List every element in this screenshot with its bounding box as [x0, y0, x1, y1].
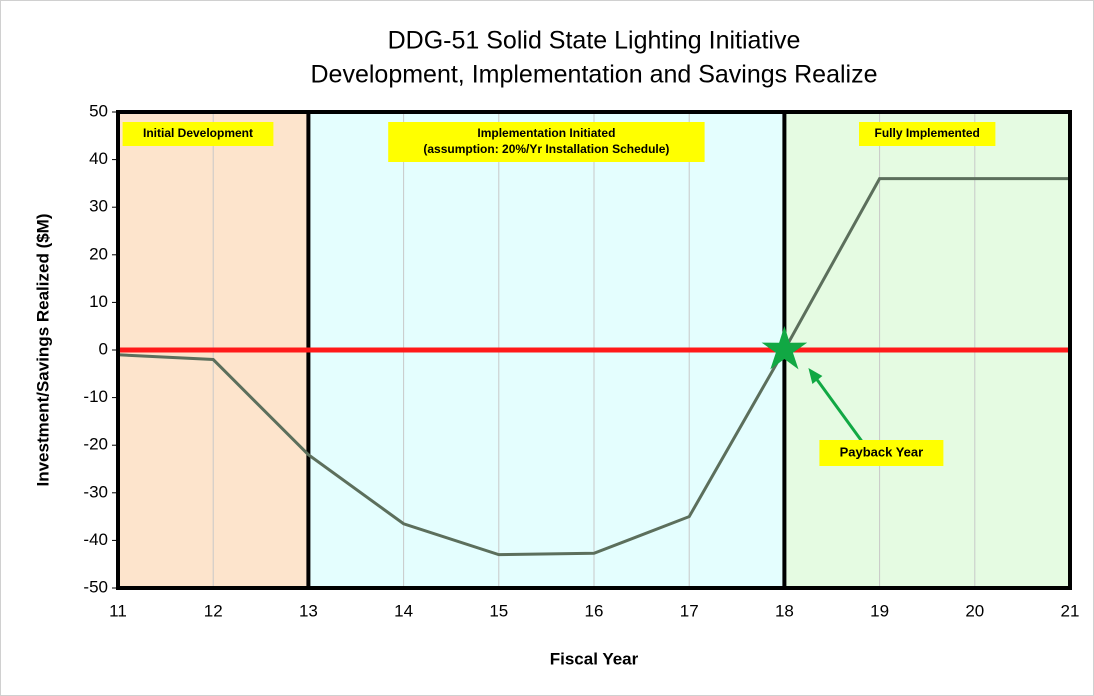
y-tick-label: -40 [83, 530, 108, 549]
x-tick-label: 18 [775, 601, 794, 620]
x-tick-label: 14 [394, 601, 413, 620]
x-tick-label: 12 [204, 601, 223, 620]
y-tick-label: 30 [89, 197, 108, 216]
y-tick-label: 20 [89, 244, 108, 263]
region-label-text: Implementation Initiated [477, 126, 615, 140]
region-label: Fully Implemented [859, 122, 996, 146]
x-tick-label: 19 [870, 601, 889, 620]
annotation-text: Payback Year [840, 444, 924, 459]
data-line [117, 177, 1070, 557]
region-label: Implementation Initiated (assumption: 20%… [388, 122, 705, 162]
x-tick-label: 21 [1061, 601, 1080, 620]
arrow-head [808, 368, 823, 384]
chart-title: DDG-51 Solid State Lighting Initiative [388, 27, 801, 55]
label-box [388, 122, 705, 162]
y-tick-label: 50 [89, 101, 108, 120]
y-tick-label: -30 [83, 482, 108, 501]
y-tick-label: -20 [83, 435, 108, 454]
x-tick-label: 20 [965, 601, 984, 620]
x-tick-label: 17 [680, 601, 699, 620]
annotation-arrow [813, 375, 864, 443]
region-label-text: Initial Development [143, 126, 253, 140]
annotation-box [819, 440, 944, 466]
plot-frame [116, 110, 1072, 590]
label-box [859, 122, 996, 146]
x-tick-label: 16 [585, 601, 604, 620]
y-tick-label: 0 [99, 339, 108, 358]
region-label: Initial Development [122, 122, 274, 146]
region-label-text: (assumption: 20%/Yr Installation Schedul… [423, 142, 669, 156]
label-box [122, 122, 274, 146]
x-axis-label: Fiscal Year [550, 649, 639, 668]
x-tick-label: 11 [109, 601, 127, 620]
y-tick-label: 10 [89, 292, 108, 311]
y-tick-label: -10 [83, 387, 108, 406]
x-tick-label: 15 [489, 601, 508, 620]
y-tick-label: 40 [89, 149, 108, 168]
payback-star [761, 326, 808, 370]
chart-title: Development, Implementation and Savings … [311, 61, 878, 89]
x-tick-label: 13 [299, 601, 318, 620]
y-tick-label: -50 [83, 577, 108, 596]
region-label-text: Fully Implemented [875, 126, 980, 140]
y-axis-label: Investment/Savings Realized ($M) [33, 213, 52, 486]
